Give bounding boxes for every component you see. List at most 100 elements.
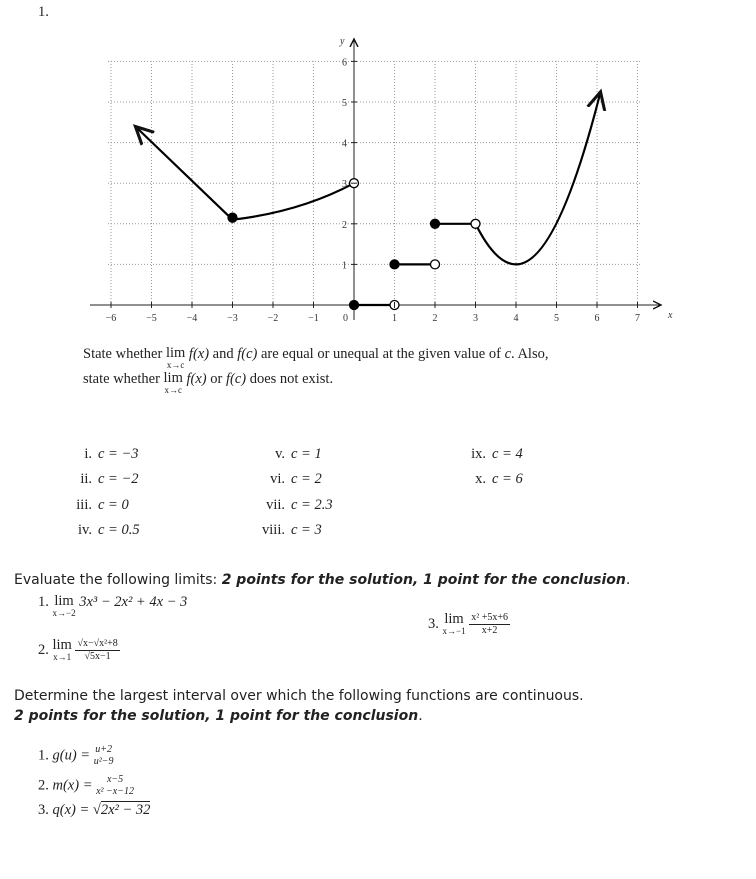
function-item: 2. m(x) = x−5 x² −x−12 [38, 774, 134, 798]
y-tick-label: 6 [342, 57, 347, 68]
limits-heading: Evaluate the following limits: 2 points … [14, 572, 630, 588]
item-label: x. [475, 471, 486, 488]
item-label: v. [275, 446, 285, 462]
text: x→−2 [52, 608, 76, 619]
function-item: 1. g(u) = u+2 u²−9 [38, 744, 113, 768]
y-tick-label: 1 [342, 260, 347, 271]
item-label: ix. [471, 446, 486, 462]
function-name: q(x) = [52, 802, 90, 818]
item-label: iv. [78, 521, 92, 538]
text: f(c) [237, 346, 258, 362]
text: f(c) [225, 371, 247, 387]
text: State whether [83, 346, 163, 362]
x-tick-label: 7 [635, 313, 640, 324]
expression: 3x³ − 2x² + 4x − 3 [79, 594, 188, 610]
value-item: iv. c = 0.5 [60, 522, 140, 539]
item-value: c = 4 [492, 446, 523, 462]
number: 1. [38, 747, 49, 764]
instruction-line: State whether lim x→c f(x) and f(c) are e… [83, 345, 549, 371]
x-tick-label: 1 [392, 313, 397, 324]
number: 3. [428, 615, 439, 632]
problem-number: 1. [38, 4, 49, 20]
y-tick-label: 5 [342, 98, 347, 109]
item-value: c = 0 [98, 496, 129, 513]
limit: lim x→c [165, 345, 186, 371]
y-axis-label: y [339, 36, 345, 47]
x-tick-label: −1 [308, 313, 319, 324]
graph: x y 0 −6 −5 −4 −3 −2 −1 1 2 3 4 5 6 7 1 2 3 4 5 6 [90, 36, 673, 324]
limit: lim x→c [163, 370, 183, 396]
number: 3. [38, 802, 49, 818]
x-tick-label: −4 [187, 313, 198, 324]
value-item: viii. c = 3 [253, 522, 322, 539]
text: . [418, 708, 423, 724]
denominator: √5x−1 [84, 651, 111, 662]
x-tick-label: −2 [268, 313, 279, 324]
fraction: x−5 x² −x−12 [96, 774, 134, 798]
x-tick-label: 4 [514, 313, 519, 324]
numerator: x−5 [106, 774, 124, 785]
numerator: √x−√x²+8 [75, 638, 120, 651]
item-label: vii. [266, 496, 285, 513]
numerator: x² +5x+6 [469, 612, 510, 625]
text: Evaluate the following limits: [14, 572, 222, 588]
text: f(x) [186, 371, 207, 387]
x-axis-label: x [667, 310, 673, 321]
text: lim [52, 637, 72, 654]
value-item: vi. c = 2 [253, 471, 322, 488]
limit-item: 3. lim x→−1 x² +5x+6 x+2 [428, 611, 510, 637]
text: and [212, 346, 234, 362]
x-tick-label: −3 [227, 313, 238, 324]
text: 2 points for the solution, 1 point for t… [221, 572, 626, 588]
value-item: ix. c = 4 [454, 446, 523, 463]
text: x→c [164, 385, 182, 396]
limit-item: 2. lim x→1 √x−√x²+8 √5x−1 [38, 637, 120, 663]
continuity-heading: Determine the largest interval over whic… [14, 688, 584, 704]
value-item: v. c = 1 [253, 446, 322, 463]
item-label: ii. [80, 471, 92, 488]
value-item: i. c = −3 [60, 446, 139, 463]
limit: lim x→−2 [52, 593, 76, 619]
text: does not exist. [249, 371, 334, 387]
x-tick-label: −5 [146, 313, 157, 324]
x-tick-label: 3 [473, 313, 478, 324]
number: 2. [38, 777, 49, 794]
points [227, 178, 481, 311]
y-tick-label: 3 [342, 179, 347, 190]
limit: lim x→1 [52, 637, 72, 663]
x-tick-label: 6 [595, 313, 600, 324]
radicand: 2x² − 32 [100, 801, 151, 818]
text: are equal or unequal at the given value … [260, 346, 501, 362]
item-value: c = 6 [492, 471, 523, 488]
function-name: m(x) = [52, 777, 93, 794]
numerator: u+2 [95, 744, 112, 755]
text: c [504, 346, 511, 362]
text: 2 points for the solution, 1 point for t… [14, 708, 419, 724]
item-value: c = 2.3 [291, 496, 333, 513]
text: f(x) [188, 346, 210, 362]
value-item: vii. c = 2.3 [253, 497, 333, 514]
limit: lim x→−1 [443, 611, 466, 637]
text: lim [444, 611, 464, 628]
y-tick-label: 2 [342, 220, 347, 231]
denominator: u²−9 [93, 756, 114, 767]
item-value: c = 2 [291, 471, 322, 488]
value-item: ii. c = −2 [60, 471, 138, 488]
denominator: x+2 [481, 625, 498, 636]
text: lim [165, 345, 186, 361]
item-label: vi. [270, 471, 285, 488]
text: lim [163, 370, 183, 386]
item-label: iii. [76, 496, 92, 513]
item-value: c = −3 [98, 446, 139, 462]
origin-label: 0 [343, 313, 348, 324]
x-tick-label: 5 [554, 313, 559, 324]
radical: √ [92, 802, 101, 818]
number: 2. [38, 641, 49, 658]
item-label: i. [84, 446, 92, 462]
text: . [625, 572, 631, 588]
text: x→1 [53, 652, 72, 663]
text: x→c [166, 360, 185, 371]
text: lim [54, 593, 74, 609]
text: . Also, [511, 346, 549, 362]
